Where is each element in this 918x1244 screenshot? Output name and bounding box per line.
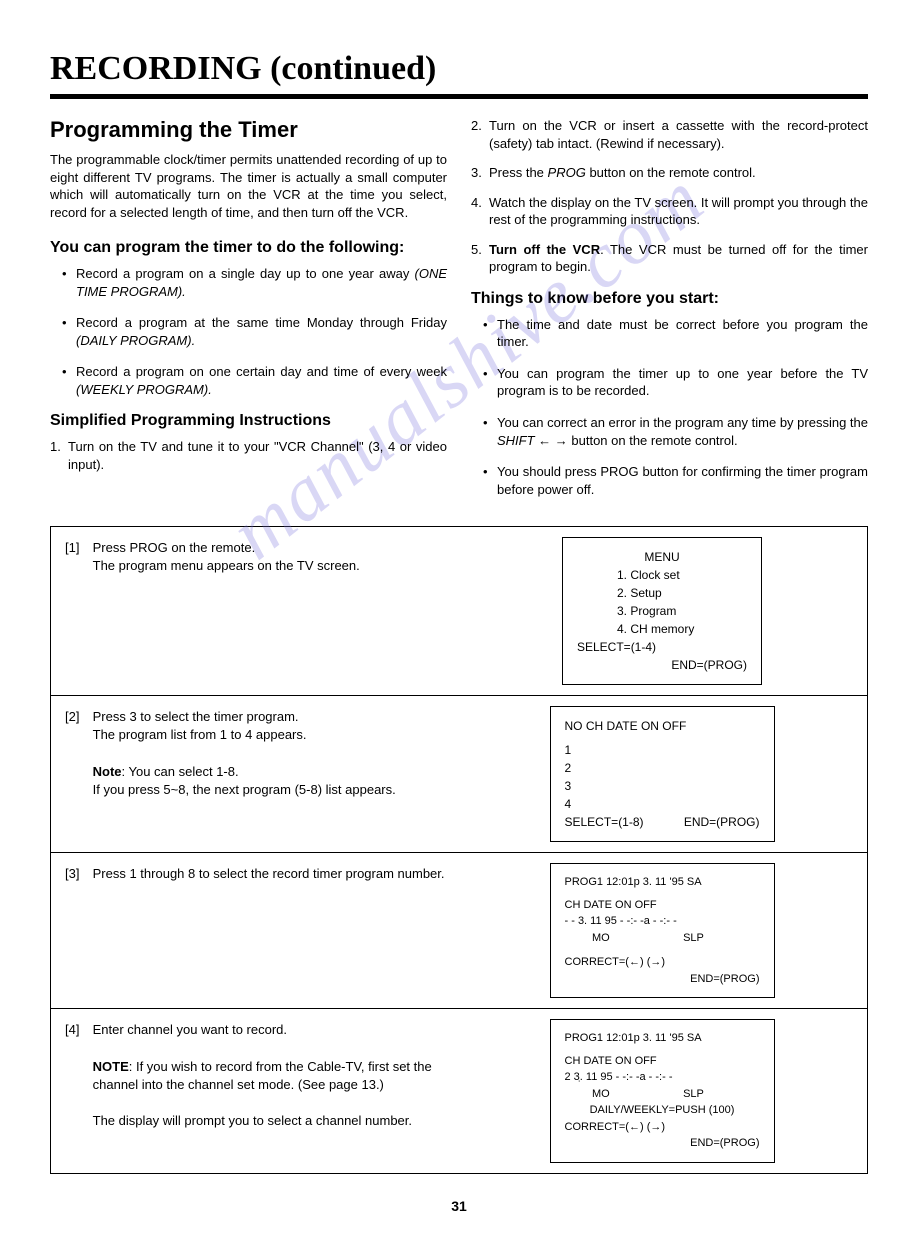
table-row: [2] Press 3 to select the timer program.… xyxy=(51,695,867,852)
list-item: 3.Press the PROG button on the remote co… xyxy=(471,164,868,182)
list-item: 1.Turn on the TV and tune it to your "VC… xyxy=(50,438,447,473)
intro-paragraph: The programmable clock/timer permits una… xyxy=(50,151,447,221)
page-number: 31 xyxy=(50,1198,868,1214)
section-heading: Programming the Timer xyxy=(50,117,447,143)
right-column: 2.Turn on the VCR or insert a cassette w… xyxy=(471,117,868,512)
subheading-b: Simplified Programming Instructions xyxy=(50,412,447,430)
instruction-cell: [2] Press 3 to select the timer program.… xyxy=(51,696,477,852)
screen-cell: NO CH DATE ON OFF 1 2 3 4 SELECT=(1-8)EN… xyxy=(477,696,867,852)
left-column: Programming the Timer The programmable c… xyxy=(50,117,447,512)
tv-screen-prog: PROG1 12:01p 3. 11 '95 SA CH DATE ON OFF… xyxy=(550,863,775,998)
list-item: The time and date must be correct before… xyxy=(483,316,868,351)
feature-list: Record a program on a single day up to o… xyxy=(50,265,447,398)
table-row: [3] Press 1 through 8 to select the reco… xyxy=(51,852,867,1008)
list-item: You can program the timer up to one year… xyxy=(483,365,868,400)
list-item: Record a program on one certain day and … xyxy=(62,363,447,398)
instruction-table: [1] Press PROG on the remote. The progra… xyxy=(50,526,868,1174)
instruction-cell: [4] Enter channel you want to record. NO… xyxy=(51,1009,477,1173)
screen-cell: MENU 1. Clock set 2. Setup 3. Program 4.… xyxy=(477,527,867,695)
list-item: Record a program at the same time Monday… xyxy=(62,314,447,349)
subheading-a: You can program the timer to do the foll… xyxy=(50,239,447,257)
page-title: RECORDING (continued) xyxy=(50,50,868,88)
tv-screen-prog: PROG1 12:01p 3. 11 '95 SA CH DATE ON OFF… xyxy=(550,1019,775,1163)
table-row: [1] Press PROG on the remote. The progra… xyxy=(51,527,867,695)
continued-steps: 2.Turn on the VCR or insert a cassette w… xyxy=(471,117,868,276)
instruction-cell: [3] Press 1 through 8 to select the reco… xyxy=(51,853,477,1008)
simplified-steps: 1.Turn on the TV and tune it to your "VC… xyxy=(50,438,447,473)
screen-cell: PROG1 12:01p 3. 11 '95 SA CH DATE ON OFF… xyxy=(477,853,867,1008)
tv-screen-list: NO CH DATE ON OFF 1 2 3 4 SELECT=(1-8)EN… xyxy=(550,706,775,842)
things-to-know-heading: Things to know before you start: xyxy=(471,290,868,308)
instruction-cell: [1] Press PROG on the remote. The progra… xyxy=(51,527,477,695)
list-item: 5.Turn off the VCR. The VCR must be turn… xyxy=(471,241,868,276)
title-rule xyxy=(50,94,868,99)
screen-cell: PROG1 12:01p 3. 11 '95 SA CH DATE ON OFF… xyxy=(477,1009,867,1173)
list-item: You can correct an error in the program … xyxy=(483,414,868,449)
table-row: [4] Enter channel you want to record. NO… xyxy=(51,1008,867,1173)
list-item: 2.Turn on the VCR or insert a cassette w… xyxy=(471,117,868,152)
two-column-layout: Programming the Timer The programmable c… xyxy=(50,117,868,512)
list-item: You should press PROG button for confirm… xyxy=(483,463,868,498)
list-item: Record a program on a single day up to o… xyxy=(62,265,447,300)
things-to-know-list: The time and date must be correct before… xyxy=(471,316,868,498)
tv-screen-menu: MENU 1. Clock set 2. Setup 3. Program 4.… xyxy=(562,537,762,685)
list-item: 4.Watch the display on the TV screen. It… xyxy=(471,194,868,229)
